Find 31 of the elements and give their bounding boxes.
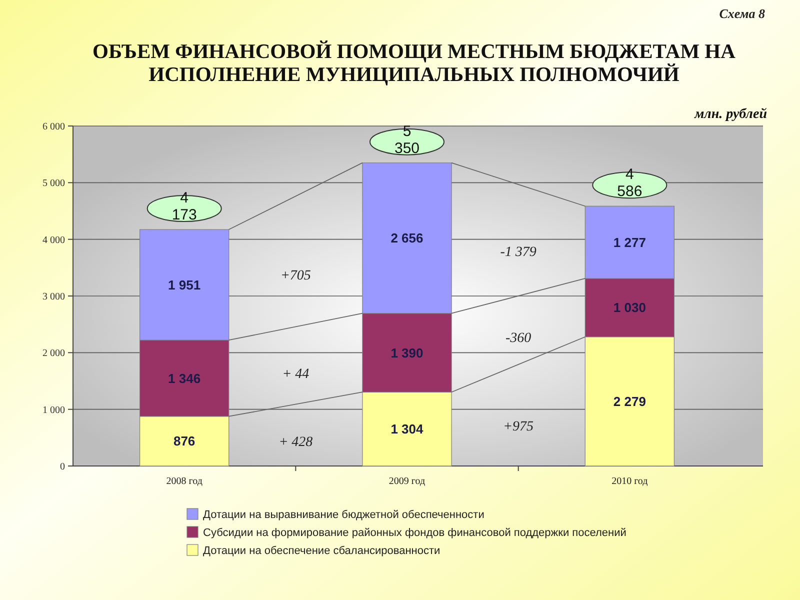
- y-tick-label: 5 000: [42, 178, 65, 190]
- data-label: 1 304: [390, 422, 424, 437]
- data-label: 876: [173, 434, 196, 449]
- data-label: 2 279: [613, 394, 646, 409]
- chart-title: ОБЪЕМ ФИНАНСОВОЙ ПОМОЩИ МЕСТНЫМ БЮДЖЕТАМ НА ИСПОЛНЕНИЕ МУНИЦИПАЛЬНЫХ ПОЛНОМОЧИЙ: [92, 40, 736, 86]
- legend-label: Дотации на выравнивание бюджетной обеспеченности: [203, 508, 484, 521]
- y-tick-label: 0: [60, 462, 65, 472]
- data-label: 1 390: [390, 345, 424, 360]
- annotation: +705: [280, 268, 311, 284]
- annotation: -1 379: [500, 245, 536, 260]
- legend-label: Дотации на обеспечение сбалансированности: [203, 544, 440, 557]
- y-tick-label: 1 000: [42, 404, 65, 416]
- data-label: 1 277: [613, 234, 646, 250]
- text: Схема 8: [719, 6, 766, 21]
- data-label: 1 030: [613, 300, 646, 316]
- y-tick-label: 6 000: [42, 122, 65, 132]
- data-label: 1 951: [168, 277, 201, 292]
- legend-label: Субсидии на формирование районных фондов финансовой поддержки поселений: [203, 526, 626, 539]
- annotation: + 428: [278, 435, 313, 450]
- x-tick-label: 2008 год: [166, 476, 202, 487]
- x-tick-label: 2009 год: [388, 476, 426, 487]
- annotation: +975: [503, 419, 534, 434]
- x-tick-label: 2010 год: [612, 476, 648, 487]
- annotation: + 44: [282, 367, 310, 382]
- data-label: 1 346: [168, 370, 201, 386]
- y-tick-label: 2 000: [42, 348, 65, 360]
- annotation: -360: [505, 330, 532, 346]
- data-label: 2 656: [390, 230, 424, 246]
- y-tick-label: 3 000: [42, 292, 65, 302]
- y-tick-label: 4 000: [42, 234, 65, 246]
- y-axis-title: млн. рублей: [694, 107, 768, 122]
